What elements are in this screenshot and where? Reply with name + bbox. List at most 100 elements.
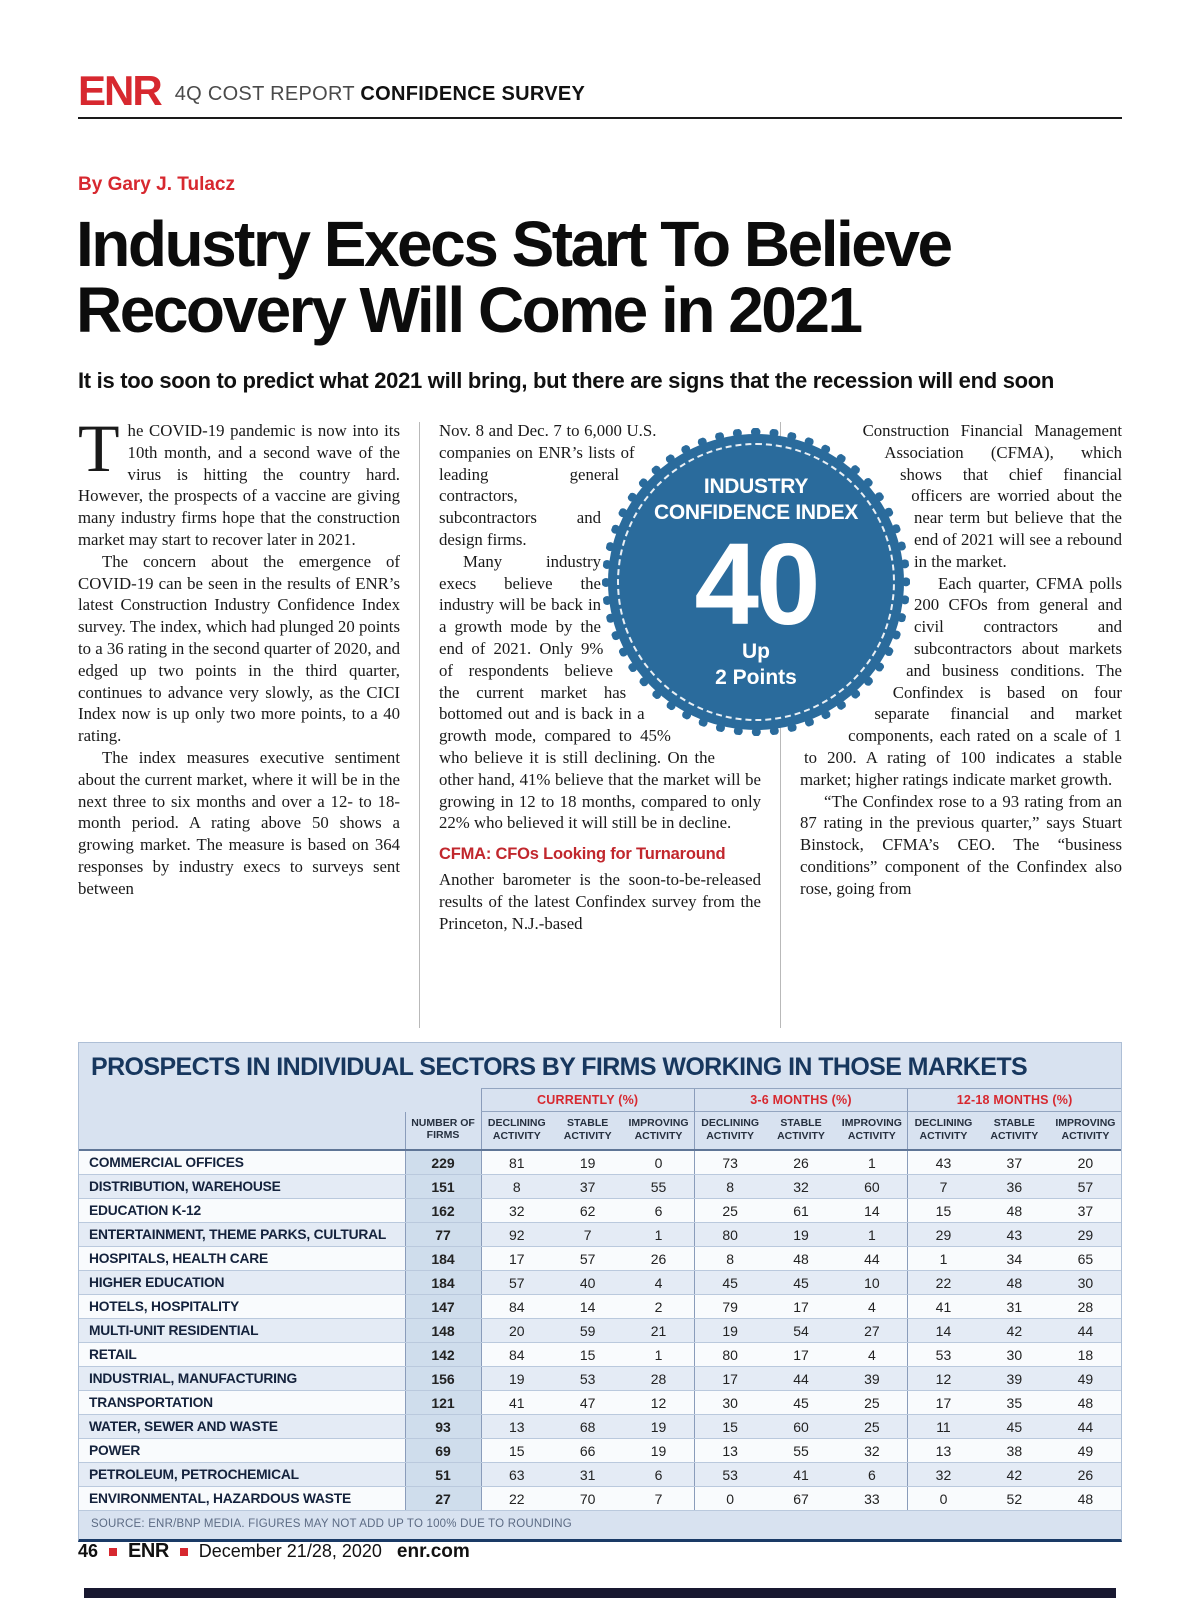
col-header-declining-2: DECLINING ACTIVITY (693, 1111, 766, 1152)
value-cell: 7 (907, 1174, 979, 1200)
value-cell: 13 (693, 1438, 766, 1464)
sector-name: POWER (79, 1438, 405, 1464)
col-header-improving-1: IMPROVING ACTIVITY (623, 1111, 695, 1152)
col-header-improving-2: IMPROVING ACTIVITY (836, 1111, 908, 1152)
sector-name: DISTRIBUTION, WAREHOUSE (79, 1174, 405, 1200)
value-cell: 35 (978, 1390, 1050, 1416)
value-cell: 44 (1049, 1414, 1121, 1440)
value-cell: 25 (693, 1198, 766, 1224)
sector-table: CURRENTLY (%) 3-6 MONTHS (%) 12-18 MONTH… (79, 1088, 1121, 1512)
group-header-row: CURRENTLY (%) 3-6 MONTHS (%) 12-18 MONTH… (79, 1088, 1121, 1112)
value-cell: 48 (1049, 1390, 1121, 1416)
value-cell: 73 (693, 1150, 766, 1176)
value-cell: 53 (552, 1366, 624, 1392)
value-cell: 49 (1049, 1366, 1121, 1392)
sector-name: WATER, SEWER AND WASTE (79, 1414, 405, 1440)
value-cell: 31 (978, 1294, 1050, 1320)
sector-name: COMMERCIAL OFFICES (79, 1150, 405, 1176)
value-cell: 2 (623, 1294, 695, 1320)
value-cell: 57 (552, 1246, 624, 1272)
red-square-divider (179, 1547, 188, 1556)
masthead: ENR 4Q COST REPORT CONFIDENCE SURVEY (78, 70, 1122, 119)
value-cell: 45 (765, 1390, 837, 1416)
table-row: PETROLEUM, PETROCHEMICAL 51 63 31 6 53 41 6 32 42… (79, 1462, 1121, 1488)
value-cell: 53 (693, 1462, 766, 1488)
value-cell: 13 (907, 1438, 979, 1464)
value-cell: 48 (765, 1246, 837, 1272)
section-title: 4Q COST REPORT CONFIDENCE SURVEY (175, 83, 585, 108)
sector-prospects-table-block: PROSPECTS IN INDIVIDUAL SECTORS BY FIRMS… (78, 1042, 1122, 1543)
col-header-stable-3: STABLE ACTIVITY (978, 1111, 1050, 1152)
value-cell: 61 (765, 1198, 837, 1224)
value-cell: 15 (552, 1342, 624, 1368)
value-cell: 27 (836, 1318, 908, 1344)
table-row: POWER 69 15 66 19 13 55 32 13 38 49 (79, 1438, 1121, 1464)
value-cell: 19 (623, 1414, 695, 1440)
page-footer: 46 ENR December 21/28, 2020 enr.com (78, 1540, 470, 1563)
value-cell: 39 (978, 1366, 1050, 1392)
section-label-bold: CONFIDENCE SURVEY (360, 82, 586, 105)
value-cell: 20 (1049, 1150, 1121, 1176)
value-cell: 26 (1049, 1462, 1121, 1488)
sector-name: HOTELS, HOSPITALITY (79, 1294, 405, 1320)
value-cell: 38 (978, 1438, 1050, 1464)
col-header-stable-1: STABLE ACTIVITY (552, 1111, 624, 1152)
column-divider (419, 422, 420, 1028)
headline: Industry Execs Start To Believe Recovery… (76, 211, 1136, 344)
value-cell: 21 (623, 1318, 695, 1344)
value-cell: 41 (765, 1462, 837, 1488)
value-cell: 70 (552, 1486, 624, 1512)
value-cell: 57 (1049, 1174, 1121, 1200)
value-cell: 31 (552, 1462, 624, 1488)
firms-count: 184 (404, 1246, 481, 1272)
value-cell: 10 (836, 1270, 908, 1296)
firms-count: 184 (404, 1270, 481, 1296)
value-cell: 4 (623, 1270, 695, 1296)
value-cell: 29 (907, 1222, 979, 1248)
group-header-spacer (79, 1089, 481, 1112)
value-cell: 7 (623, 1486, 695, 1512)
firms-count: 121 (404, 1390, 481, 1416)
value-cell: 55 (765, 1438, 837, 1464)
article-paragraph: Nov. 8 and Dec. 7 to 6,000 U.S. companie… (439, 421, 657, 549)
value-cell: 66 (552, 1438, 624, 1464)
value-cell: 1 (836, 1150, 908, 1176)
article-column-2: Nov. 8 and Dec. 7 to 6,000 U.S. companie… (439, 420, 761, 1034)
value-cell: 17 (765, 1294, 837, 1320)
value-cell: 4 (836, 1294, 908, 1320)
firms-count: 69 (404, 1438, 481, 1464)
value-cell: 14 (907, 1318, 979, 1344)
value-cell: 18 (1049, 1342, 1121, 1368)
value-cell: 17 (480, 1246, 553, 1272)
sector-name: PETROLEUM, PETROCHEMICAL (79, 1462, 405, 1488)
value-cell: 48 (978, 1270, 1050, 1296)
value-cell: 22 (480, 1486, 553, 1512)
value-cell: 13 (480, 1414, 553, 1440)
value-cell: 37 (1049, 1198, 1121, 1224)
value-cell: 37 (978, 1150, 1050, 1176)
article-column-3: Construction Financial Management Associ… (800, 420, 1122, 1034)
value-cell: 20 (480, 1318, 553, 1344)
value-cell: 37 (552, 1174, 624, 1200)
value-cell: 30 (1049, 1270, 1121, 1296)
value-cell: 8 (480, 1174, 553, 1200)
value-cell: 22 (907, 1270, 979, 1296)
value-cell: 8 (693, 1246, 766, 1272)
value-cell: 25 (836, 1390, 908, 1416)
firms-count: 156 (404, 1366, 481, 1392)
enr-website-link[interactable]: enr.com (396, 1540, 470, 1562)
badge-scalloped-edge (602, 428, 910, 736)
confidence-index-badge: INDUSTRY CONFIDENCE INDEX 40 Up 2 Points (602, 428, 910, 736)
firms-count: 77 (404, 1222, 481, 1248)
value-cell: 30 (693, 1390, 766, 1416)
value-cell: 14 (836, 1198, 908, 1224)
value-cell: 17 (907, 1390, 979, 1416)
firms-count: 27 (404, 1486, 481, 1512)
value-cell: 33 (836, 1486, 908, 1512)
firms-count: 142 (404, 1342, 481, 1368)
value-cell: 12 (623, 1390, 695, 1416)
value-cell: 60 (836, 1174, 908, 1200)
value-cell: 67 (765, 1486, 837, 1512)
firms-count: 51 (404, 1462, 481, 1488)
value-cell: 42 (978, 1318, 1050, 1344)
